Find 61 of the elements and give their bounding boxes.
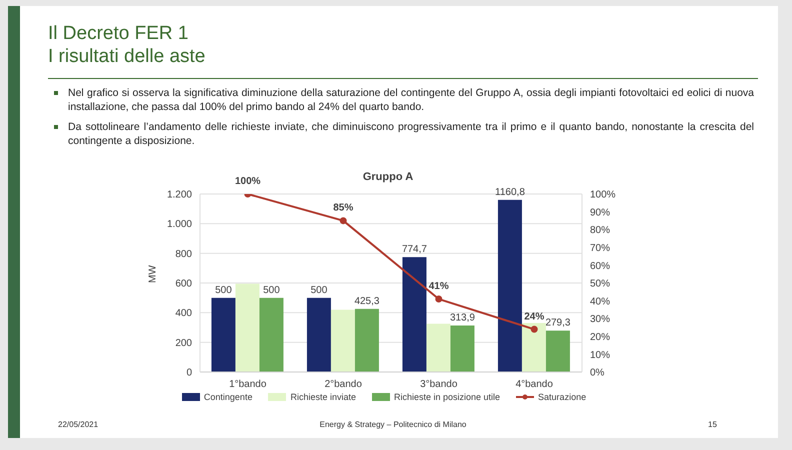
point	[340, 217, 347, 224]
y2-tick-label: 30%	[590, 314, 610, 326]
bar	[498, 200, 522, 372]
bar	[259, 298, 284, 372]
bar	[522, 323, 546, 372]
x-tick-label: 1°bando	[229, 379, 267, 390]
y2-tick-label: 80%	[590, 225, 610, 236]
data-label: 500	[263, 284, 280, 296]
y-tick-label: 800	[175, 248, 192, 260]
y-tick-label: 200	[175, 338, 192, 349]
x-tick-label: 2°bando	[324, 379, 362, 390]
bar	[235, 284, 260, 372]
y2-tick-label: 40%	[590, 296, 610, 308]
y2-tick-label: 0%	[590, 368, 605, 379]
legend-label: Richieste inviate	[290, 392, 356, 402]
y2-tick-label: 50%	[590, 278, 610, 290]
y-tick-label: 1.000	[166, 219, 192, 230]
bar	[306, 298, 331, 372]
data-label: 313,9	[450, 312, 476, 324]
data-label: 24%	[524, 311, 544, 322]
data-label: 279,3	[545, 318, 571, 329]
legend-label: Saturazione	[538, 392, 586, 402]
y2-tick-label: 60%	[590, 260, 610, 272]
data-label: 41%	[428, 281, 449, 292]
y2-tick-label: 10%	[590, 350, 610, 361]
y-tick-label: 600	[175, 278, 192, 290]
text: 22/05/2021	[58, 420, 98, 429]
y2-tick-label: 70%	[590, 242, 610, 254]
bar	[426, 324, 450, 372]
y-tick-label: 1.200	[166, 190, 192, 201]
x-tick-label: 3°bando	[420, 379, 458, 390]
y2-tick-label: 90%	[590, 207, 610, 218]
bar	[354, 308, 379, 372]
data-label: 1160,8	[495, 186, 526, 198]
bar	[402, 257, 426, 372]
y2-tick-label: 20%	[590, 332, 610, 343]
data-label: 500	[310, 284, 328, 296]
bar	[330, 310, 355, 372]
legend-label: Contingente	[204, 392, 252, 402]
data-label: 500	[215, 284, 232, 296]
point	[435, 296, 442, 303]
text: Energy & Strategy – Politecnico di Milano	[320, 420, 466, 429]
chart-title: Gruppo A	[362, 171, 414, 183]
text: Da sottolineare l’andamento delle richieste inviate, che diminuiscono progressivamente tra il primo e il quanto bando, nonostante la crescita del contingente a disposizione.	[68, 120, 754, 148]
y2-tick-label: 100%	[590, 190, 616, 201]
data-label: 425,3	[354, 296, 380, 307]
data-label: 774,7	[402, 244, 428, 256]
text: Nel grafico si osserva la significativa diminuzione della saturazione del contingente del Gruppo A, ossia degli impianti fotovoltaici ed eolici di nuova installazione, che passa dal 100% del primo bando al 24% del quarto bando.	[68, 86, 754, 114]
bar	[546, 330, 570, 372]
data-label: 100%	[234, 176, 261, 187]
legend-label: Richieste in posizione utile	[394, 392, 500, 402]
bar	[450, 325, 474, 372]
y-tick-label: 400	[175, 308, 192, 320]
text: 15	[708, 420, 717, 429]
y-tick-label: 0	[186, 368, 192, 379]
y-axis-title: MW	[148, 264, 159, 283]
chart-subtitle: Il Decreto FER 1 I risultati delle aste	[48, 22, 206, 68]
data-label: 85%	[333, 202, 354, 214]
x-tick-label: 4°bando	[516, 379, 554, 390]
bar	[211, 298, 236, 372]
point	[530, 326, 538, 333]
